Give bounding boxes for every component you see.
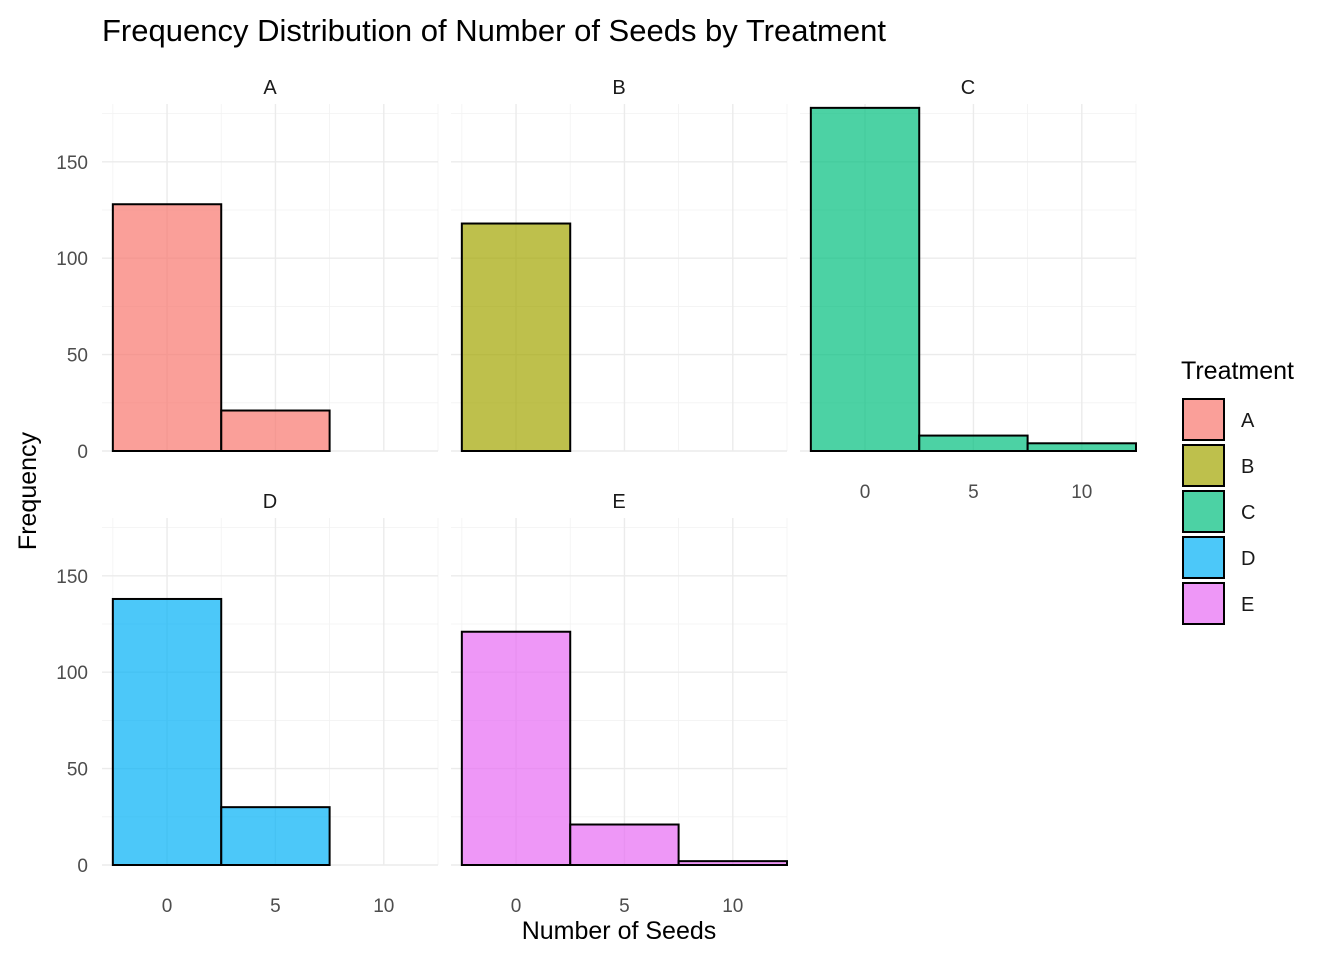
facet-panel-c: C 0 5 10 [800,77,1138,503]
legend-swatch [1182,582,1225,625]
histogram-bar [111,203,223,452]
legend-item-a: A [1182,398,1255,441]
histogram-bar [1026,442,1138,452]
x-tick-label: 0 [860,482,871,503]
y-tick-label: 100 [56,249,88,270]
legend-label: D [1241,548,1255,570]
legend: Treatment A B C D E [1181,357,1294,625]
histogram-bar [809,106,921,452]
x-tick-label: 10 [1071,482,1092,503]
x-tick-label: 0 [162,896,173,917]
x-tick-label: 5 [619,896,630,917]
x-tick-label: 5 [270,896,281,917]
legend-swatch [1182,398,1225,441]
facet-panel-d: D 0 50 100 150 0 5 10 [56,491,439,917]
legend-label: A [1241,410,1255,432]
legend-label: C [1241,502,1255,524]
histogram-bar [569,823,680,866]
legend-item-c: C [1182,490,1255,533]
histogram-bar [918,434,1029,453]
histogram-bar [220,806,331,867]
x-tick-label: 0 [511,896,522,917]
x-tick-label: 10 [722,896,743,917]
facet-panel-b: B [451,77,788,452]
y-tick-label: 50 [67,346,88,367]
x-tick-label: 5 [968,482,979,503]
legend-swatch [1182,490,1225,533]
facet-strip-label: C [961,77,975,99]
histogram-bar [677,860,789,867]
legend-label: E [1241,594,1254,616]
facet-panel-e: E 0 5 10 [451,491,789,917]
legend-item-b: B [1182,444,1254,487]
y-tick-label: 0 [77,442,88,463]
facet-panels: A 0 50 100 150 B C 0 5 10 D 0 50 100 150 0 5 10 E 0 5 10 [56,77,1138,917]
facet-strip-label: D [263,491,277,513]
y-axis-title: Frequency [14,431,42,550]
y-tick-label: 150 [56,153,88,174]
legend-item-d: D [1182,536,1255,579]
x-axis-title: Number of Seeds [522,917,717,945]
histogram-bar [460,222,572,452]
y-tick-label: 100 [56,663,88,684]
legend-title: Treatment [1181,357,1294,385]
facet-strip-label: E [612,491,625,513]
legend-label: B [1241,456,1254,478]
histogram-bar [460,630,572,866]
legend-swatch [1182,444,1225,487]
facet-strip-label: A [263,77,277,99]
histogram-bar [220,409,331,452]
chart-title: Frequency Distribution of Number of Seed… [102,13,886,48]
x-tick-label: 10 [373,896,394,917]
facet-strip-label: B [612,77,625,99]
histogram-bar [111,597,223,866]
y-tick-label: 0 [77,856,88,877]
legend-swatch [1182,536,1225,579]
facet-panel-a: A 0 50 100 150 [56,77,439,463]
y-tick-label: 150 [56,567,88,588]
legend-item-e: E [1182,582,1254,625]
y-tick-label: 50 [67,760,88,781]
